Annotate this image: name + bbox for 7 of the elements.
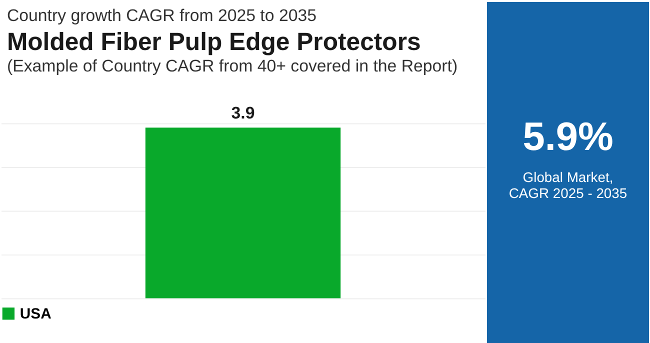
text: (Example of Country CAGR from 40+ covered in the Report) [6,56,458,76]
text: 5.9% [522,115,614,160]
legend-label: USA [20,306,52,323]
text: Global Market, CAGR 2025 - 2035 [508,168,628,201]
data-label: 3.9 [231,104,255,123]
chart-title: Molded Fiber Pulp Edge Protectors [6,28,421,56]
chart-subtitle: Country growth CAGR from 2025 to 2035 [6,6,316,25]
